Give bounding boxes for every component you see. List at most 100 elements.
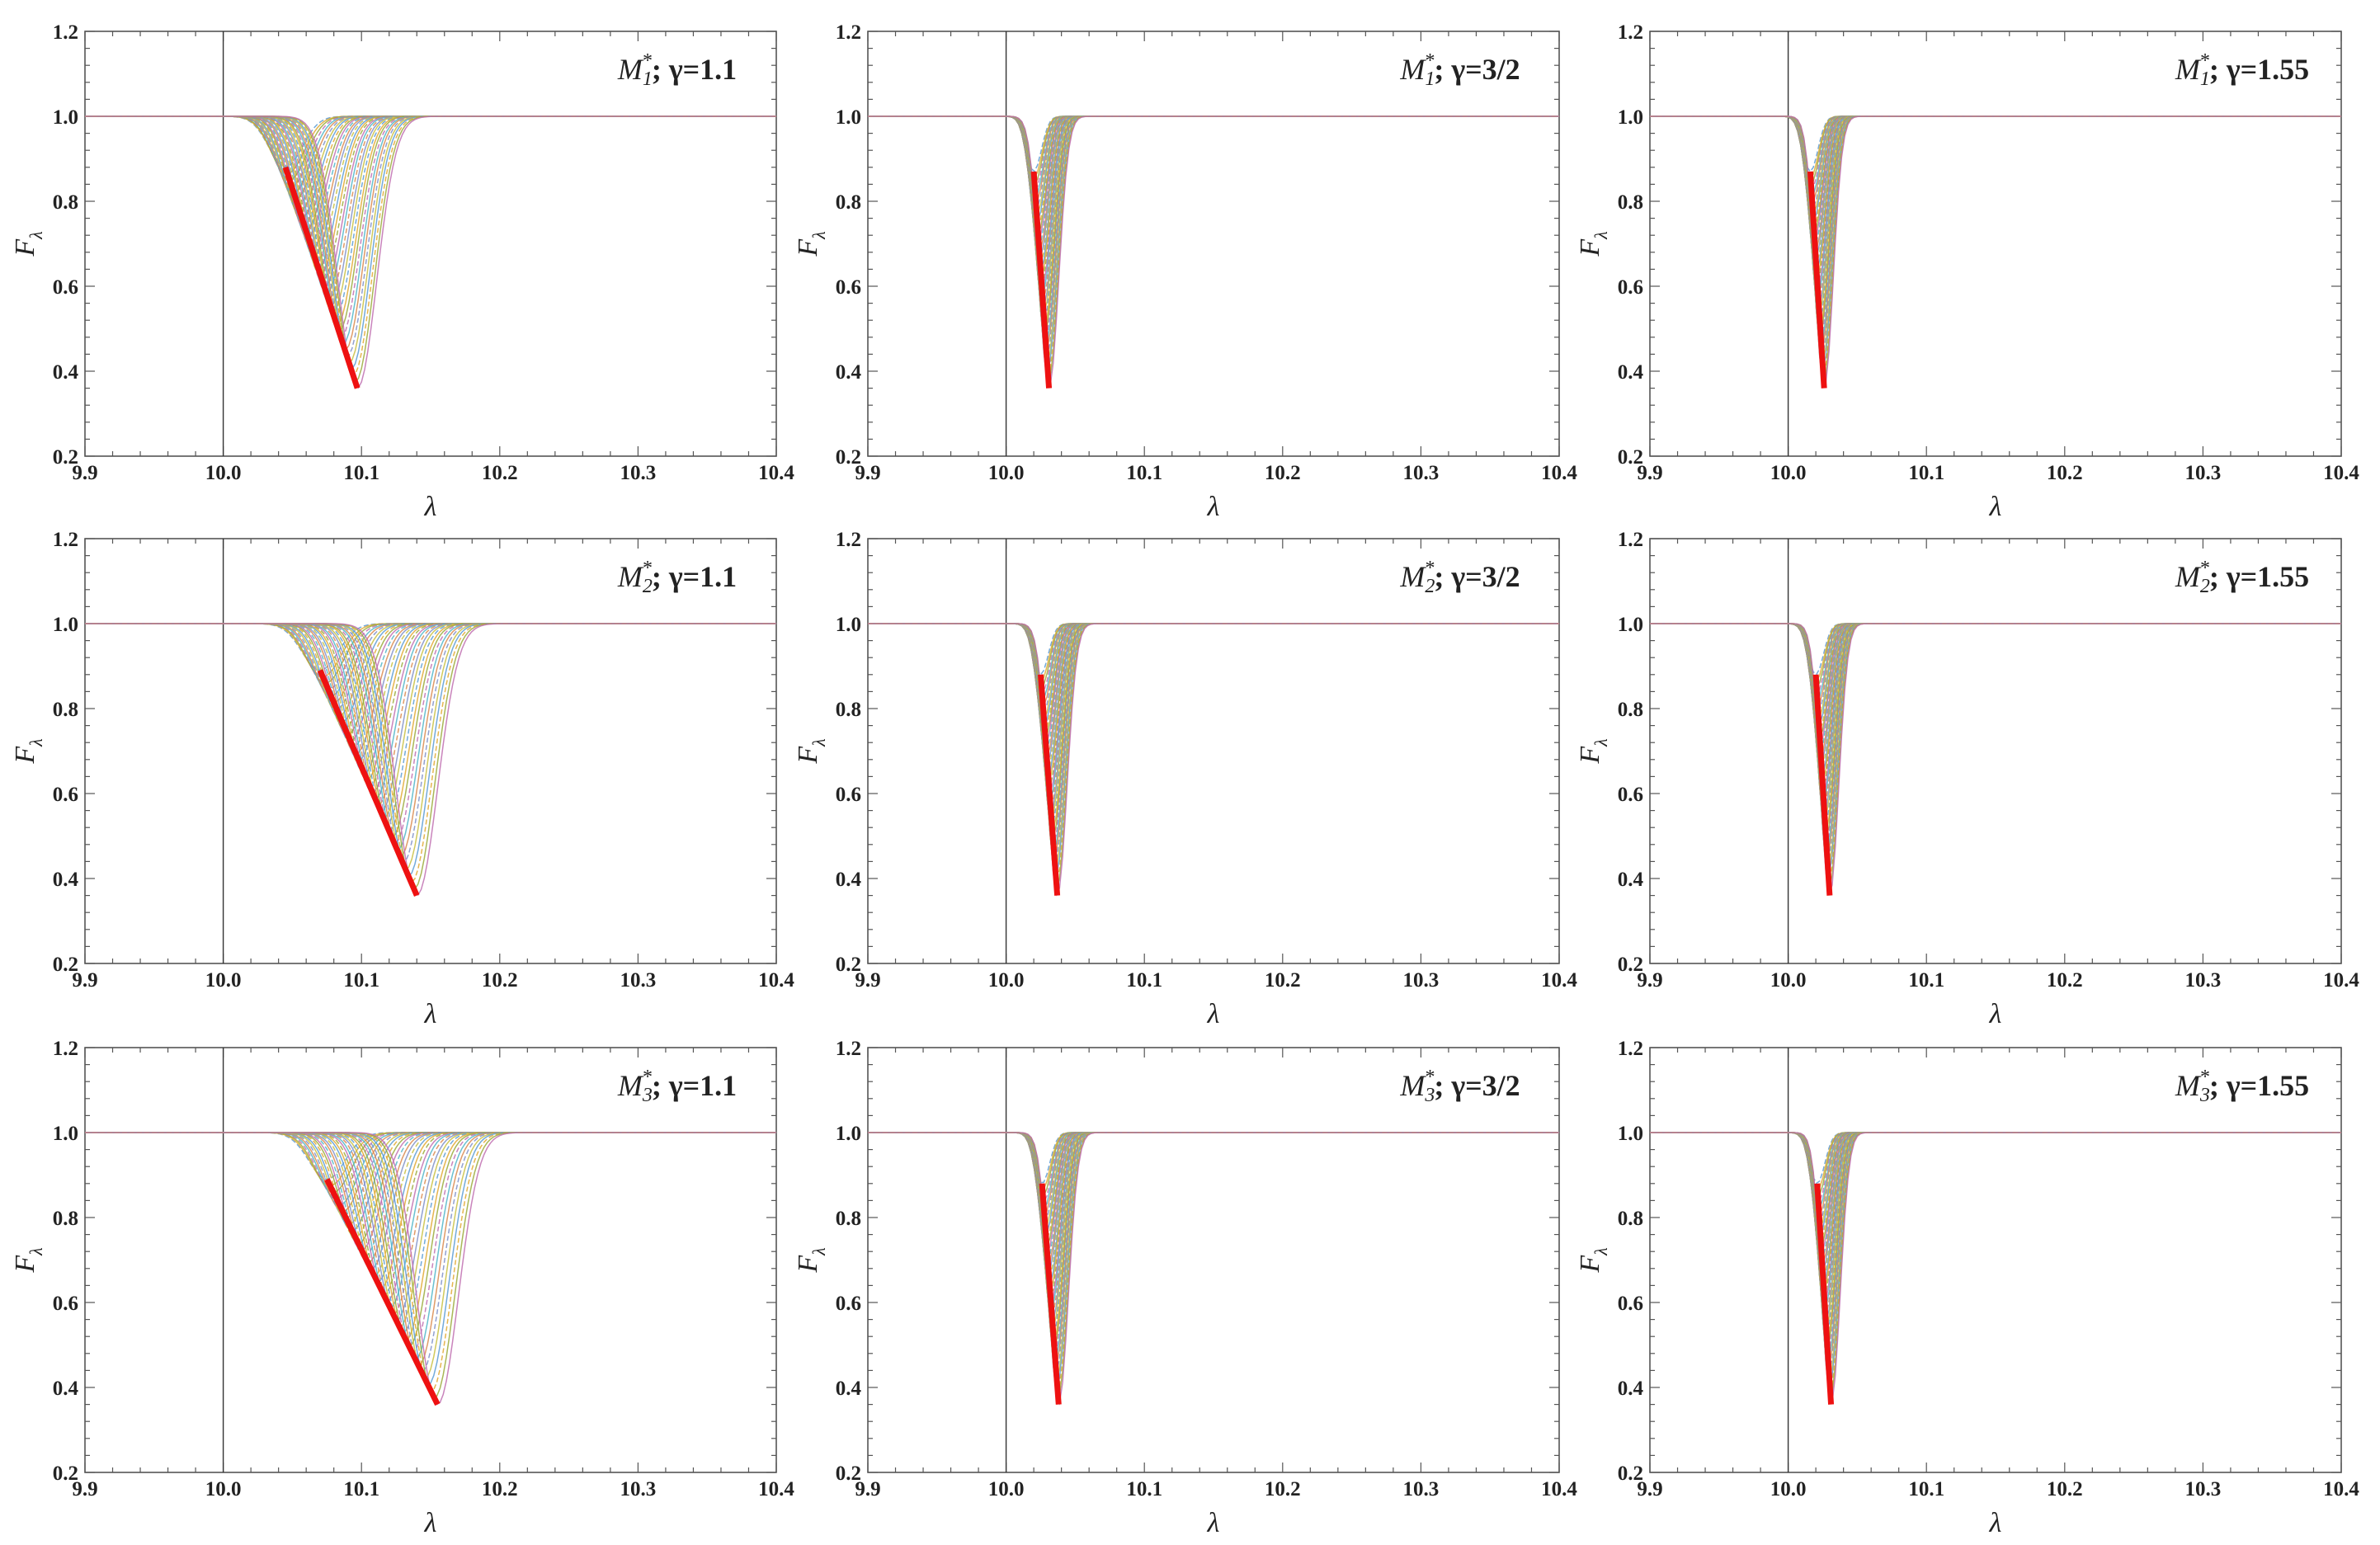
x-tick-label: 10.1 [1908,1478,1944,1500]
family-curve [868,1132,1559,1308]
family-curve [85,115,776,281]
family-curve [1650,623,2341,784]
x-tick-label: 10.0 [988,462,1025,484]
family-curve [85,115,776,307]
family-curve [1650,1132,2341,1345]
x-tick-label: 9.9 [1637,1478,1662,1500]
red-minima-curve [324,1178,441,1406]
y-tick-label: 1.2 [1618,21,1643,44]
family-curve [1650,623,2341,700]
family-curve [1650,1132,2341,1217]
family-curve [1650,115,2341,314]
x-tick-label: 10.4 [1541,969,1577,992]
plot-frame [84,538,777,964]
family-curve [868,623,1559,818]
family-curve [868,1132,1559,1242]
family-curve [868,623,1559,826]
family-curve [1650,115,2341,279]
family-curve [1650,115,2341,364]
panel-r2c3: 9.9 10.0 10.1 10.2 10.3 10.4 0.2 0.4 0.6 0.8 1.0 1.… [1575,529,2359,1029]
family-curve [868,623,1559,714]
family-curve [85,1132,776,1213]
family-curve [868,623,1559,700]
family-curve [868,623,1559,862]
family-curve [1650,115,2341,229]
family-curve [868,115,1559,376]
family-curve [868,1132,1559,1227]
family-curve [868,623,1559,727]
red-minima-curve [1038,674,1061,896]
y-tick-label: 0.8 [836,1208,861,1230]
plot-frame [1649,31,2342,457]
family-curve [85,1132,776,1302]
family-curve [85,623,776,832]
family-curve [868,115,1559,279]
family-curve [1650,623,2341,706]
family-curve [868,623,1559,775]
family-curve [85,115,776,384]
x-tick-label: 10.3 [1403,462,1440,484]
panel-title: M2*; γ=3/2 [1399,558,1520,597]
family-curve [85,115,776,219]
family-curve [1650,1132,2341,1286]
x-tick-label: 9.9 [72,1478,97,1500]
family-curve [868,1132,1559,1338]
family-curve [1650,1132,2341,1362]
x-tick-label: 10.2 [1265,462,1301,484]
family-curve [1650,115,2341,357]
family-curve [868,623,1559,846]
tick-marks [1649,31,2342,457]
family-curve [868,623,1559,682]
family-curve [868,115,1559,245]
x-tick-label: 10.2 [2047,462,2083,484]
family-curve [868,1132,1559,1324]
family-curve [868,623,1559,841]
family-curve [1650,115,2341,196]
curve-family [868,1132,1559,1406]
x-tick-label: 10.4 [2323,462,2359,484]
family-curve [868,1132,1559,1197]
family-curve [85,1132,776,1354]
family-curve [868,623,1559,803]
family-curve [868,623,1559,752]
family-curve [868,115,1559,346]
y-tick-label: 0.6 [836,784,861,806]
x-tick-label: 10.2 [2047,969,2083,992]
family-curve [1650,115,2341,179]
panel-r2c1: 9.9 10.0 10.1 10.2 10.3 10.4 0.2 0.4 0.6 0.8 1.0 1.… [10,529,794,1029]
curve-family [85,623,776,896]
tick-marks [1649,538,2342,964]
family-curve [85,115,776,168]
y-tick-label: 0.6 [53,784,78,806]
family-curve [85,115,776,187]
y-tick-label: 0.2 [836,1463,861,1485]
red-minima-curve [1814,1183,1835,1405]
y-tick-label: 1.0 [836,1123,861,1145]
family-curve [1650,115,2341,321]
family-curve [85,623,776,890]
x-tick-label: 10.1 [343,462,379,484]
x-axis-label: λ [1989,492,2002,522]
family-curve [868,623,1559,889]
family-curve [1650,115,2341,252]
y-tick-label: 1.2 [836,21,861,44]
family-curve [1650,623,2341,852]
family-curve [85,115,776,257]
tick-marks [867,1047,1560,1473]
family-curve [1650,115,2341,223]
family-curve [868,115,1559,310]
family-curve [868,1132,1559,1271]
family-curve [868,115,1559,323]
family-curve [85,623,776,799]
family-curve [1650,623,2341,883]
family-curve [1650,1132,2341,1196]
family-curve [1650,1132,2341,1236]
family-curve [85,115,776,269]
y-tick-label: 0.2 [836,446,861,469]
x-tick-label: 9.9 [855,969,880,992]
family-curve [868,1132,1559,1249]
x-tick-label: 10.0 [1770,1478,1807,1500]
red-minima-curve [317,669,420,897]
family-curve [1650,623,2341,890]
